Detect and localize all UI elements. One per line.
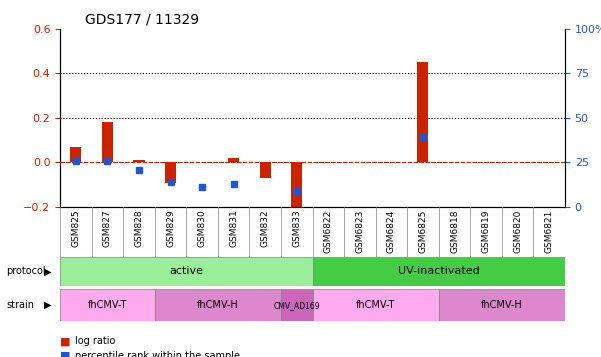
Text: GSM6818: GSM6818 [450, 210, 459, 253]
Text: GSM833: GSM833 [292, 210, 301, 247]
Bar [291, 162, 302, 214]
Text: GSM827: GSM827 [103, 210, 112, 247]
FancyBboxPatch shape [60, 257, 313, 286]
Text: active: active [169, 266, 203, 276]
Text: fhCMV-H: fhCMV-H [197, 300, 239, 310]
Text: GSM6824: GSM6824 [387, 210, 396, 253]
Bar [70, 147, 81, 162]
Text: GSM6821: GSM6821 [545, 210, 554, 253]
Text: GSM6825: GSM6825 [418, 210, 427, 253]
FancyBboxPatch shape [281, 289, 313, 321]
Text: GDS177 / 11329: GDS177 / 11329 [85, 12, 200, 26]
Bar [228, 158, 239, 162]
Text: GSM6822: GSM6822 [324, 210, 333, 253]
Text: GSM831: GSM831 [229, 210, 238, 247]
Text: log ratio: log ratio [75, 336, 115, 346]
Text: protocol: protocol [6, 266, 46, 276]
Text: GSM6819: GSM6819 [481, 210, 490, 253]
Text: strain: strain [6, 300, 34, 310]
FancyBboxPatch shape [155, 289, 281, 321]
Bar [418, 62, 429, 162]
Text: fhCMV-T: fhCMV-T [356, 300, 395, 310]
Text: percentile rank within the sample: percentile rank within the sample [75, 351, 240, 357]
Text: ■: ■ [60, 336, 70, 346]
FancyBboxPatch shape [313, 289, 439, 321]
Text: GSM6820: GSM6820 [513, 210, 522, 253]
Text: fhCMV-T: fhCMV-T [88, 300, 127, 310]
Text: fhCMV-H: fhCMV-H [481, 300, 523, 310]
Bar [260, 162, 270, 178]
Text: GSM828: GSM828 [135, 210, 144, 247]
FancyBboxPatch shape [313, 257, 565, 286]
Bar [165, 162, 176, 182]
Bar [133, 160, 144, 162]
Text: GSM832: GSM832 [261, 210, 270, 247]
Text: GSM830: GSM830 [198, 210, 207, 247]
Text: CMV_AD169: CMV_AD169 [273, 301, 320, 310]
Bar [102, 122, 113, 162]
Text: GSM829: GSM829 [166, 210, 175, 247]
Text: UV-inactivated: UV-inactivated [398, 266, 480, 276]
Text: ■: ■ [60, 351, 70, 357]
Text: GSM6823: GSM6823 [355, 210, 364, 253]
FancyBboxPatch shape [439, 289, 565, 321]
Text: ▶: ▶ [44, 300, 51, 310]
Text: GSM825: GSM825 [72, 210, 81, 247]
FancyBboxPatch shape [60, 289, 155, 321]
Text: ▶: ▶ [44, 266, 51, 276]
